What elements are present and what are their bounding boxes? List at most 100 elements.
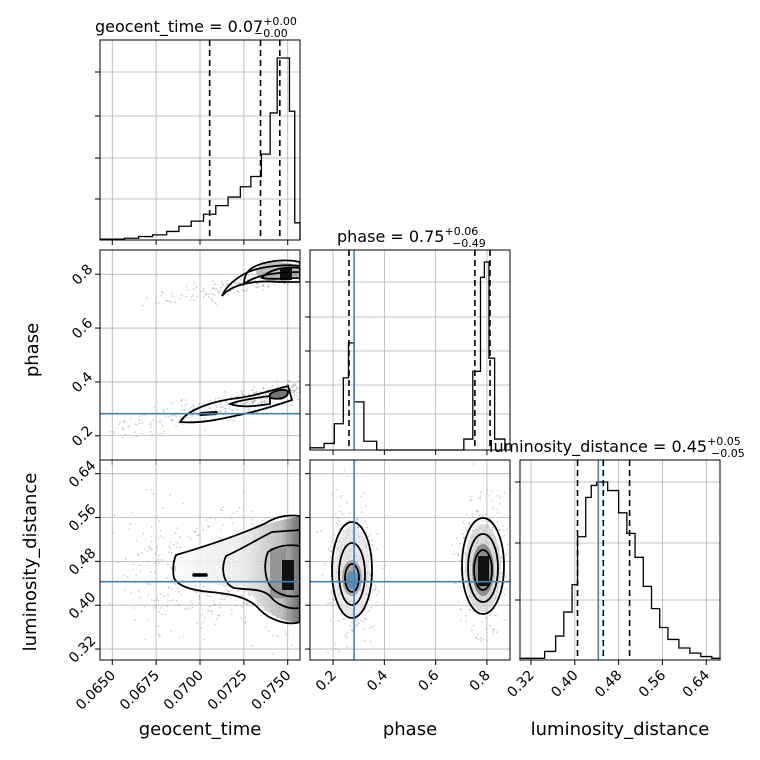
scatter-point	[159, 421, 162, 423]
scatter-point	[176, 527, 179, 530]
scatter-point	[274, 284, 277, 286]
scatter-point	[469, 499, 472, 502]
scatter-point	[330, 592, 332, 594]
scatter-point	[199, 290, 202, 293]
scatter-point	[234, 281, 237, 284]
scatter-point	[191, 415, 194, 418]
scatter-point	[138, 564, 141, 567]
scatter-point	[251, 400, 254, 403]
xlabel-geocent-time: geocent_time	[139, 719, 262, 740]
scatter-point	[229, 419, 232, 421]
scatter-point	[243, 394, 246, 397]
scatter-point	[505, 554, 507, 556]
scatter-point	[214, 408, 217, 411]
scatter-point	[335, 521, 338, 524]
scatter-point	[468, 608, 471, 611]
scatter-point	[195, 286, 198, 289]
scatter-point	[141, 432, 144, 435]
scatter-point	[236, 282, 239, 285]
scatter-point	[170, 414, 173, 417]
scatter-point	[193, 281, 196, 284]
scatter-point	[283, 282, 286, 285]
scatter-point	[169, 494, 172, 496]
y-tick-label: 0.32	[66, 633, 99, 666]
scatter-point	[217, 290, 220, 293]
scatter-point	[264, 402, 267, 404]
quantile-lines	[348, 250, 491, 450]
scatter-point	[207, 296, 210, 298]
scatter-point	[178, 416, 181, 418]
scatter-point	[261, 284, 264, 287]
scatter-point	[372, 545, 375, 547]
scatter-point	[254, 399, 257, 402]
scatter-point	[468, 522, 470, 525]
scatter-point	[296, 392, 298, 394]
scatter-point	[200, 591, 203, 594]
scatter-point	[276, 635, 279, 638]
scatter-point	[123, 420, 126, 422]
scatter-point	[221, 509, 223, 512]
scatter-point	[192, 406, 195, 408]
scatter-point	[488, 494, 490, 497]
scatter-point	[170, 552, 173, 554]
scatter-point	[256, 286, 259, 289]
scatter-point	[345, 634, 347, 636]
scatter-point	[158, 562, 161, 565]
panel-phase-vs-geocent-time: 0.2 0.4 0.6 0.8	[69, 249, 301, 465]
y-tick-label: 0.56	[66, 501, 99, 534]
hist-outline	[519, 481, 721, 660]
scatter-point	[202, 529, 205, 531]
scatter-point	[109, 430, 112, 433]
scatter-point	[367, 535, 370, 538]
scatter-point	[118, 423, 120, 426]
scatter-point	[211, 300, 214, 302]
scatter-point	[293, 384, 296, 387]
quantile-lines	[576, 460, 631, 660]
scatter-point	[126, 575, 129, 578]
scatter-point	[331, 492, 334, 495]
scatter-point	[479, 497, 482, 500]
scatter-point	[251, 519, 253, 521]
scatter-point	[153, 599, 156, 602]
scatter-point	[235, 510, 238, 513]
scatter-point	[250, 389, 253, 391]
scatter-point	[122, 420, 125, 423]
scatter-point	[249, 593, 252, 596]
scatter-point	[191, 602, 194, 605]
scatter-point	[343, 618, 346, 621]
scatter-point	[150, 599, 153, 601]
scatter-point	[497, 528, 500, 531]
scatter-point	[130, 417, 133, 419]
scatter-point	[458, 559, 461, 562]
scatter-point	[150, 426, 152, 428]
scatter-point	[263, 399, 266, 402]
scatter-point	[471, 515, 474, 518]
scatter-point	[254, 279, 257, 281]
scatter-point	[455, 537, 458, 539]
scatter-point	[147, 594, 150, 597]
scatter-point	[372, 625, 375, 628]
scatter-point	[276, 380, 278, 382]
scatter-point	[245, 401, 248, 403]
scatter-point	[198, 602, 201, 605]
scatter-point	[288, 381, 291, 384]
scatter-point	[243, 289, 246, 292]
scatter-point	[196, 622, 199, 625]
scatter-point	[340, 495, 342, 498]
scatter-point	[139, 570, 142, 573]
scatter-point	[265, 397, 268, 400]
scatter-point	[360, 495, 362, 498]
scatter-point	[167, 416, 170, 418]
x-tick-label: 0.6	[415, 667, 442, 694]
y-tick-label: 0.48	[66, 545, 99, 578]
scatter-point	[257, 402, 260, 405]
scatter-point	[141, 552, 144, 554]
scatter-point	[143, 605, 146, 608]
scatter-point	[212, 600, 215, 603]
scatter-point	[265, 626, 267, 629]
scatter-point	[465, 513, 468, 516]
scatter-point	[320, 529, 322, 532]
scatter-point	[506, 543, 509, 546]
scatter-point	[486, 488, 488, 491]
title-minus: −0.05	[711, 447, 745, 460]
